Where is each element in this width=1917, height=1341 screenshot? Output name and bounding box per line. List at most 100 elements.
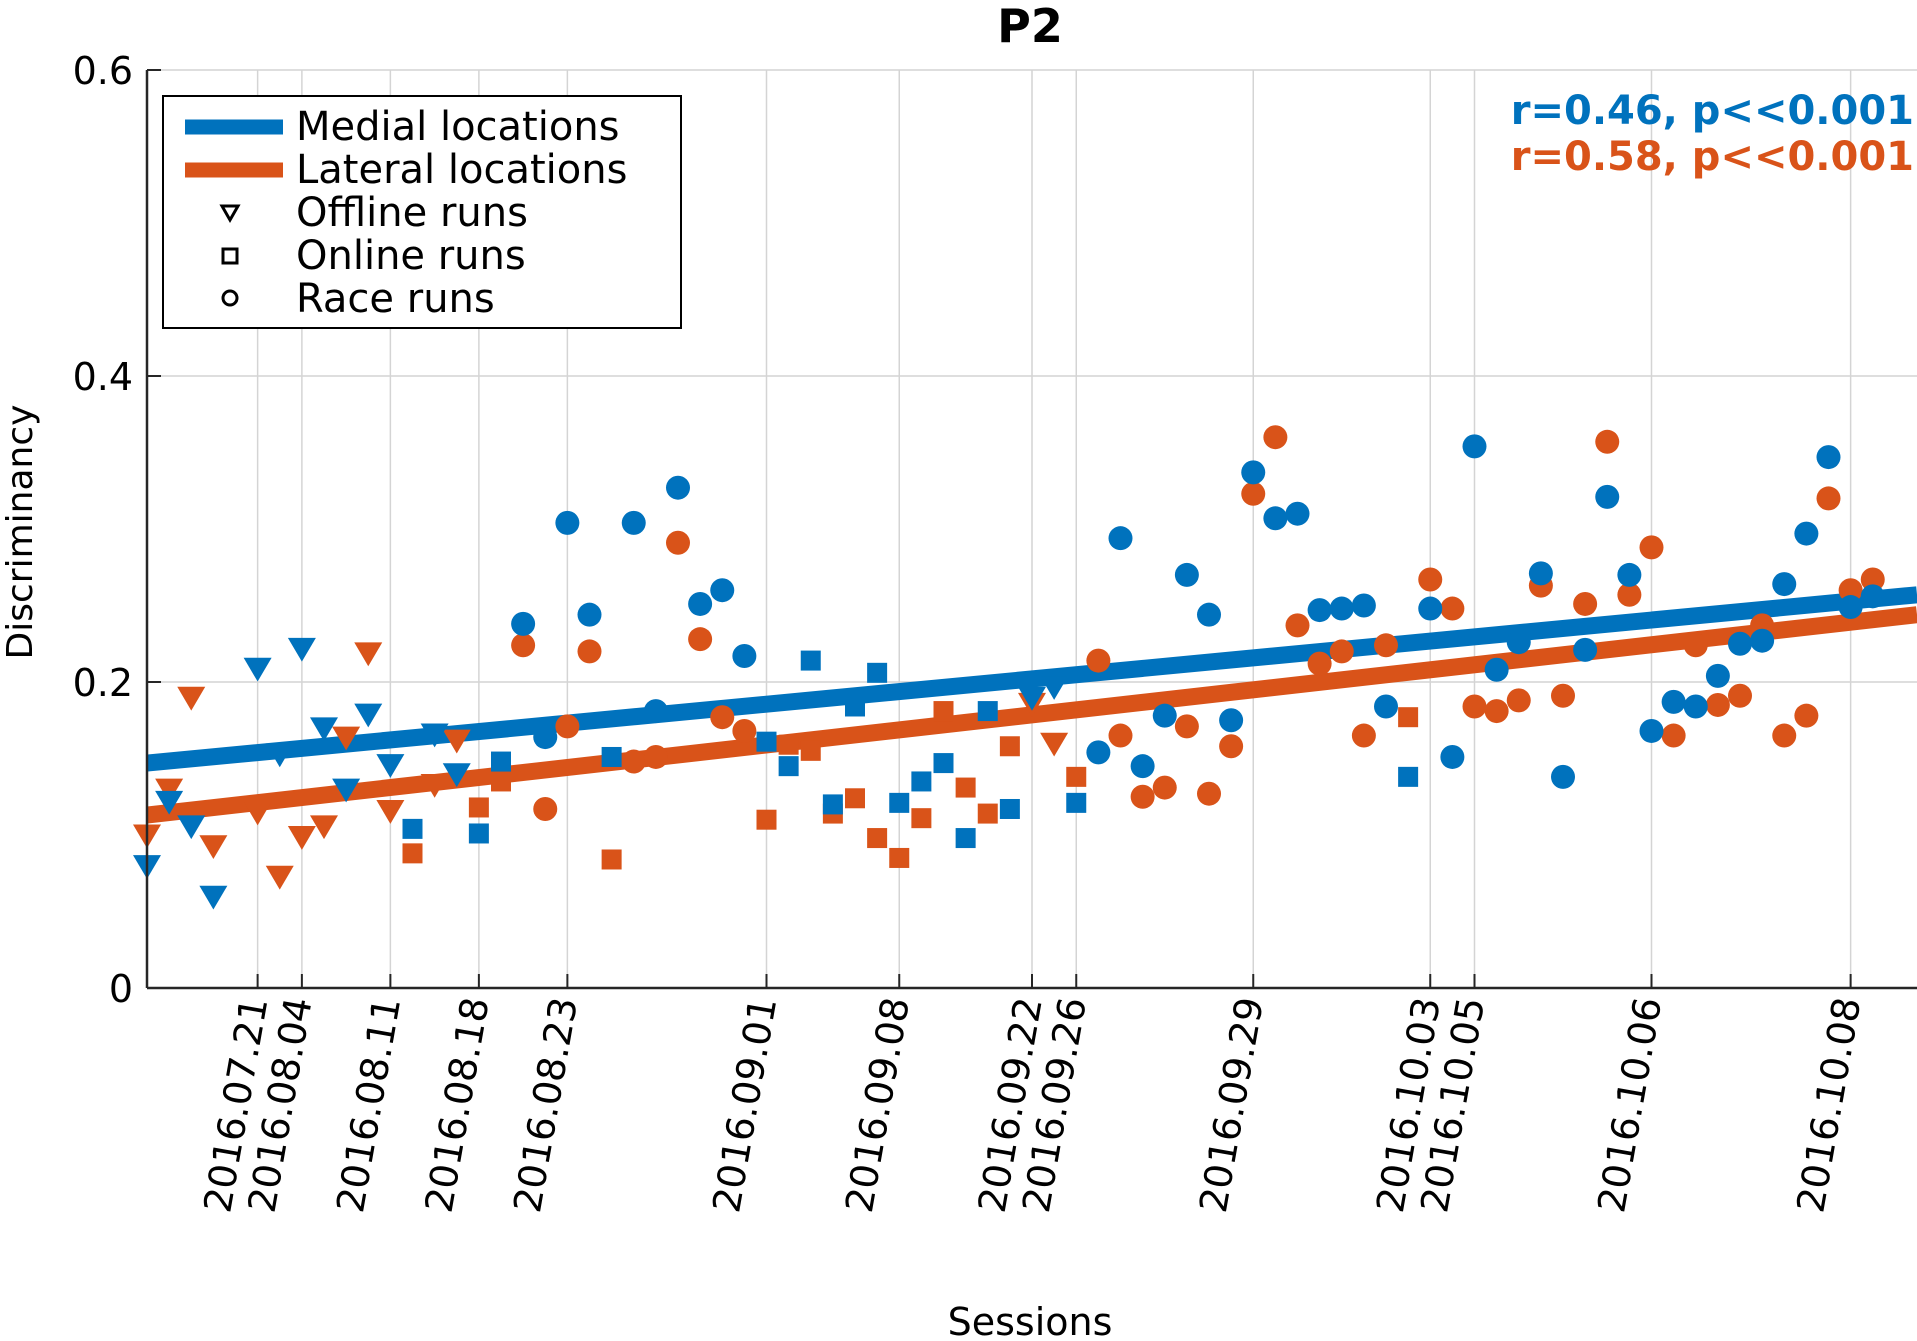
medial-race-point (1130, 754, 1155, 779)
lateral-race-point (1307, 651, 1332, 676)
lateral-race-point (1263, 425, 1288, 450)
lateral-online-point (800, 740, 821, 761)
medial-race-point (1174, 562, 1199, 587)
medial-online-point (800, 650, 821, 671)
lateral-race-point (1617, 582, 1642, 607)
lateral-online-point (933, 701, 954, 722)
medial-race-point (1263, 506, 1288, 531)
lateral-online-point (778, 734, 799, 755)
medial-race-point (1816, 445, 1841, 470)
medial-offline-point (420, 723, 449, 748)
medial-online-point (999, 798, 1020, 819)
medial-offline-point (1040, 676, 1069, 700)
lateral-online-point (999, 736, 1020, 757)
medial-online-point (491, 751, 511, 772)
lateral-race-point (1086, 648, 1111, 673)
medial-offline-point (310, 717, 338, 742)
medial-race-point (1639, 718, 1664, 743)
lateral-online-point (889, 847, 910, 868)
lateral-race-point (1661, 723, 1686, 748)
legend-online-label: Online runs (296, 233, 526, 279)
medial-online-point (867, 662, 888, 683)
medial-race-point (1528, 561, 1553, 586)
lateral-race-point (732, 718, 757, 743)
medial-race-point (1772, 572, 1797, 597)
medial-race-point (1794, 521, 1819, 546)
medial-online-point (955, 828, 976, 849)
medial-offline-point (177, 815, 206, 840)
lateral-race-point (688, 627, 713, 652)
lateral-race-point (1374, 633, 1398, 658)
legend-online-marker (221, 247, 239, 265)
y-tick-label: 0 (109, 967, 133, 1011)
lateral-online-point (977, 803, 998, 824)
medial-race-point (1374, 694, 1398, 719)
medial-race-point (1838, 595, 1863, 620)
medial-race-point (1329, 596, 1354, 621)
lateral-offline-point (376, 800, 405, 824)
y-tick-label: 0.6 (73, 49, 133, 93)
lateral-offline-point (442, 729, 471, 754)
medial-race-point (1750, 628, 1775, 653)
lateral-race-point (1816, 486, 1841, 511)
legend-offline-marker (219, 204, 241, 224)
y-tick-label: 0.4 (73, 355, 133, 399)
medial-race-point (1484, 657, 1509, 682)
medial-race-point (1197, 602, 1221, 627)
lateral-offline-point (310, 815, 338, 840)
lateral-race-point (1794, 703, 1819, 728)
medial-race-point (555, 510, 580, 535)
medial-online-point (778, 756, 799, 777)
lateral-race-point (710, 705, 735, 730)
lateral-offline-point (199, 835, 228, 860)
medial-race-point (1241, 460, 1266, 485)
medial-race-point (1307, 598, 1332, 623)
correlation-annotation-medial: r=0.46, p<<0.001 (1511, 88, 1914, 134)
lateral-race-point (1639, 535, 1664, 560)
legend-lateral-label: Lateral locations (296, 147, 627, 193)
lateral-race-point (511, 633, 536, 658)
data-points (133, 425, 1885, 910)
legend-offline-label: Offline runs (296, 190, 528, 236)
lateral-offline-point (354, 642, 383, 667)
lateral-race-point (577, 639, 602, 664)
medial-race-point (1705, 663, 1730, 688)
medial-race-point (1617, 562, 1642, 587)
medial-race-point (1661, 689, 1686, 714)
lateral-race-point (1860, 567, 1885, 592)
legend: Medial locations Lateral locations Offli… (162, 95, 682, 329)
lateral-race-point (1551, 683, 1575, 708)
lateral-race-point (1484, 699, 1509, 724)
lateral-race-point (1705, 692, 1730, 717)
y-axis-label: Discriminancy (0, 405, 41, 660)
lateral-online-point (491, 771, 511, 792)
medial-online-point (468, 823, 489, 844)
lateral-online-point (867, 828, 888, 849)
lateral-offline-point (287, 826, 316, 850)
medial-race-point (1506, 630, 1531, 655)
lateral-online-point (911, 808, 932, 829)
chart-title: P2 (997, 0, 1063, 53)
medial-race-point (511, 611, 536, 636)
lateral-race-point (1174, 714, 1199, 739)
lateral-race-point (1683, 633, 1708, 658)
medial-race-point (710, 578, 735, 603)
medial-online-point (889, 792, 910, 813)
medial-race-point (621, 510, 646, 535)
legend-medial-label: Medial locations (296, 104, 620, 150)
medial-trend-line (146, 586, 1917, 772)
correlation-annotation-lateral: r=0.58, p<<0.001 (1511, 134, 1914, 180)
medial-race-point (688, 591, 713, 616)
medial-offline-point (199, 885, 228, 910)
medial-race-point (1595, 484, 1620, 509)
medial-race-point (1152, 703, 1177, 728)
lateral-race-point (1130, 784, 1155, 809)
medial-race-point (1683, 694, 1708, 719)
lateral-race-point (1838, 578, 1863, 603)
lateral-offline-point (177, 686, 206, 711)
lateral-race-point (1772, 723, 1797, 748)
lateral-offline-point (332, 726, 361, 751)
medial-online-point (822, 794, 843, 815)
